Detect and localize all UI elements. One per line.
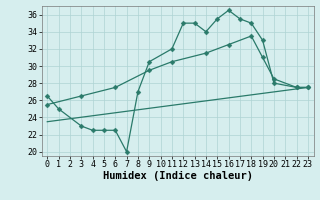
X-axis label: Humidex (Indice chaleur): Humidex (Indice chaleur) (103, 171, 252, 181)
